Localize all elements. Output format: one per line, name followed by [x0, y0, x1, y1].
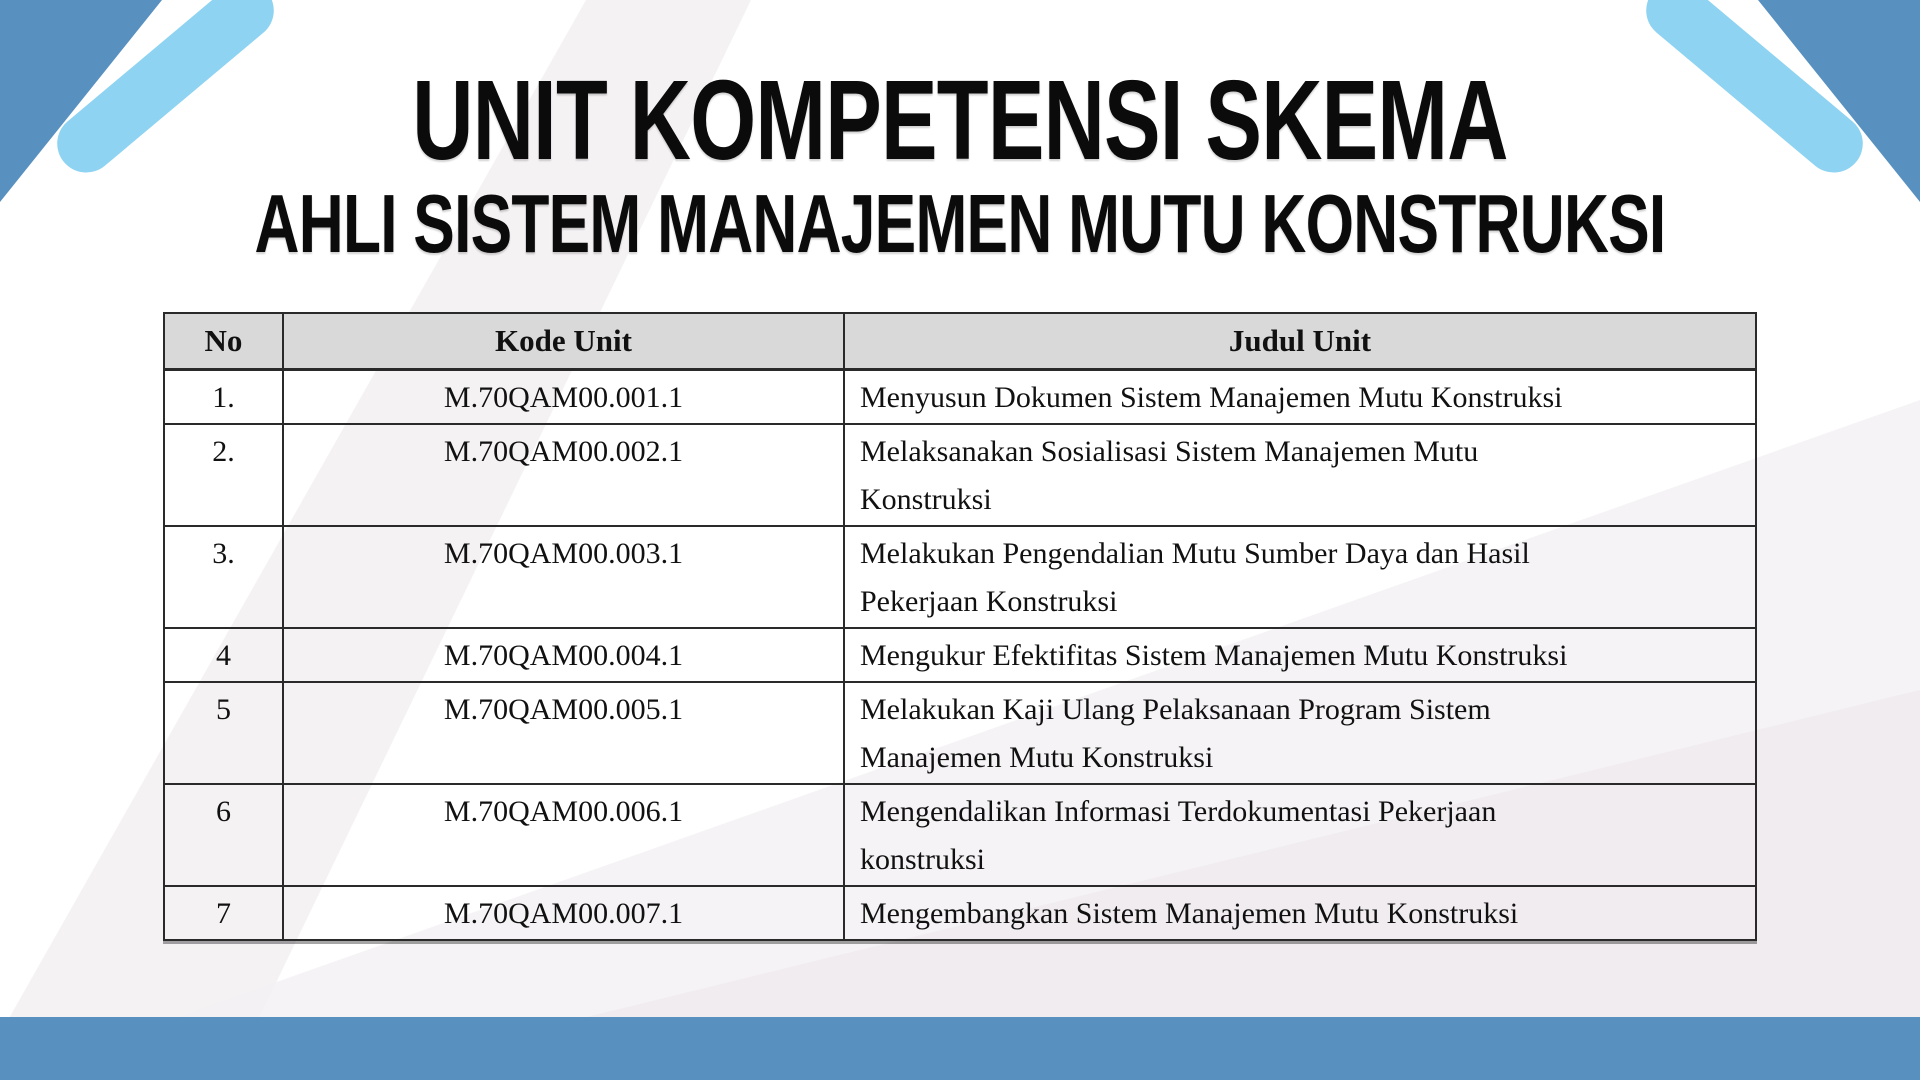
cell-judul: Melakukan Kaji Ulang Pelaksanaan Program…	[843, 680, 1757, 785]
cell-no: 6	[163, 782, 284, 887]
cell-kode: M.70QAM00.006.1	[282, 782, 845, 887]
cell-no: 7	[163, 884, 284, 941]
cell-kode: M.70QAM00.001.1	[282, 368, 845, 425]
page-subtitle: AHLI SISTEM MANAJEMEN MUTU KONSTRUKSI	[254, 176, 1667, 270]
cell-judul: Menyusun Dokumen Sistem Manajemen Mutu K…	[843, 368, 1757, 425]
bottom-blue-bar	[0, 1017, 1920, 1080]
table-container: No Kode Unit Judul Unit 1. M.70QAM00.001…	[163, 312, 1757, 941]
table-header-row: No Kode Unit Judul Unit	[163, 312, 1757, 371]
cell-judul: Melakukan Pengendalian Mutu Sumber Daya …	[843, 524, 1757, 629]
cell-kode: M.70QAM00.007.1	[282, 884, 845, 941]
table-row: 2. M.70QAM00.002.1 Melaksanakan Sosialis…	[163, 422, 1757, 527]
cell-kode: M.70QAM00.004.1	[282, 626, 845, 683]
cell-judul: Mengendalikan Informasi Terdokumentasi P…	[843, 782, 1757, 887]
cell-no: 2.	[163, 422, 284, 527]
cell-kode: M.70QAM00.005.1	[282, 680, 845, 785]
table-row: 1. M.70QAM00.001.1 Menyusun Dokumen Sist…	[163, 368, 1757, 425]
cell-no: 3.	[163, 524, 284, 629]
cell-judul: Melaksanakan Sosialisasi Sistem Manajeme…	[843, 422, 1757, 527]
table-row: 7 M.70QAM00.007.1 Mengembangkan Sistem M…	[163, 884, 1757, 941]
page-title: UNIT KOMPETENSI SKEMA	[412, 57, 1508, 183]
unit-kompetensi-table: No Kode Unit Judul Unit 1. M.70QAM00.001…	[163, 312, 1757, 941]
table-row: 5 M.70QAM00.005.1 Melakukan Kaji Ulang P…	[163, 680, 1757, 785]
cell-no: 4	[163, 626, 284, 683]
cell-kode: M.70QAM00.003.1	[282, 524, 845, 629]
header-no: No	[163, 312, 284, 371]
cell-kode: M.70QAM00.002.1	[282, 422, 845, 527]
title-block: UNIT KOMPETENSI SKEMA AHLI SISTEM MANAJE…	[0, 57, 1920, 270]
cell-no: 1.	[163, 368, 284, 425]
table-row: 6 M.70QAM00.006.1 Mengendalikan Informas…	[163, 782, 1757, 887]
table-row: 3. M.70QAM00.003.1 Melakukan Pengendalia…	[163, 524, 1757, 629]
header-kode-unit: Kode Unit	[282, 312, 845, 371]
cell-judul: Mengukur Efektifitas Sistem Manajemen Mu…	[843, 626, 1757, 683]
table-row: 4 M.70QAM00.004.1 Mengukur Efektifitas S…	[163, 626, 1757, 683]
cell-no: 5	[163, 680, 284, 785]
header-judul-unit: Judul Unit	[843, 312, 1757, 371]
cell-judul: Mengembangkan Sistem Manajemen Mutu Kons…	[843, 884, 1757, 941]
